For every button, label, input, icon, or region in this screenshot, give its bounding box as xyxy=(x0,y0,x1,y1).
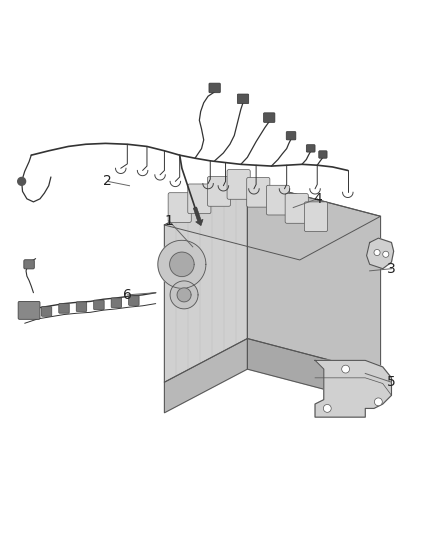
Text: 1: 1 xyxy=(164,214,173,228)
FancyBboxPatch shape xyxy=(111,298,122,308)
FancyBboxPatch shape xyxy=(264,113,275,123)
Polygon shape xyxy=(177,288,191,302)
FancyBboxPatch shape xyxy=(188,184,211,214)
FancyBboxPatch shape xyxy=(209,83,220,93)
FancyBboxPatch shape xyxy=(247,177,270,207)
Polygon shape xyxy=(164,338,247,413)
FancyBboxPatch shape xyxy=(227,169,250,199)
FancyBboxPatch shape xyxy=(94,300,104,310)
Polygon shape xyxy=(164,181,381,260)
Circle shape xyxy=(374,398,382,406)
Text: 5: 5 xyxy=(387,375,396,389)
Text: 4: 4 xyxy=(313,192,321,206)
FancyBboxPatch shape xyxy=(319,151,327,158)
FancyBboxPatch shape xyxy=(41,306,52,316)
Polygon shape xyxy=(170,281,198,309)
Circle shape xyxy=(18,177,25,185)
FancyBboxPatch shape xyxy=(129,296,139,305)
Circle shape xyxy=(342,365,350,373)
Polygon shape xyxy=(315,360,392,417)
FancyBboxPatch shape xyxy=(76,302,87,311)
Polygon shape xyxy=(247,338,381,404)
Polygon shape xyxy=(367,238,394,269)
Text: 2: 2 xyxy=(103,174,112,188)
FancyBboxPatch shape xyxy=(59,304,69,313)
Text: 3: 3 xyxy=(387,262,396,276)
FancyArrow shape xyxy=(193,207,203,225)
Polygon shape xyxy=(164,181,247,382)
Polygon shape xyxy=(170,252,194,277)
FancyBboxPatch shape xyxy=(306,144,315,152)
FancyBboxPatch shape xyxy=(286,132,296,140)
FancyBboxPatch shape xyxy=(285,193,308,223)
FancyBboxPatch shape xyxy=(18,302,40,319)
FancyBboxPatch shape xyxy=(237,94,249,103)
FancyBboxPatch shape xyxy=(266,185,290,215)
Circle shape xyxy=(383,251,389,257)
Polygon shape xyxy=(158,240,206,288)
Circle shape xyxy=(374,249,380,256)
FancyBboxPatch shape xyxy=(24,260,34,269)
Polygon shape xyxy=(247,181,381,374)
FancyBboxPatch shape xyxy=(208,176,230,206)
Text: 6: 6 xyxy=(123,288,132,302)
FancyBboxPatch shape xyxy=(304,202,328,231)
FancyBboxPatch shape xyxy=(168,193,191,222)
Circle shape xyxy=(323,405,331,413)
